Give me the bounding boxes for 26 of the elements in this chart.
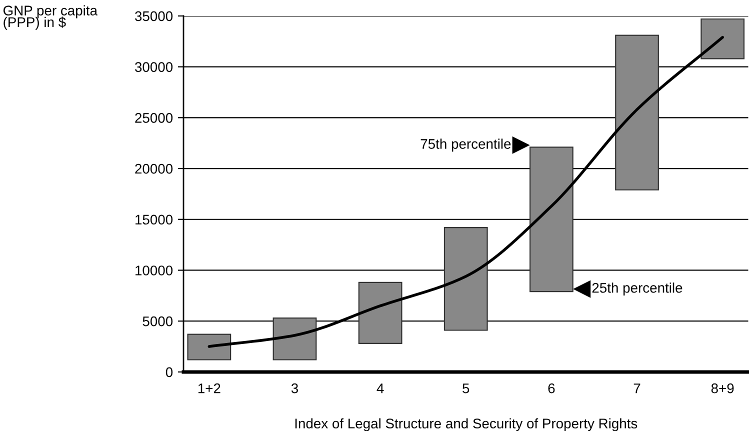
x-tick-label: 8+9 bbox=[711, 383, 734, 394]
bar bbox=[272, 317, 317, 360]
bar bbox=[530, 146, 574, 292]
x-tick-label: 7 bbox=[634, 384, 640, 394]
y-tick-label: 20000 bbox=[135, 164, 173, 174]
y-tick-label: 15000 bbox=[136, 214, 173, 225]
bar bbox=[444, 226, 488, 331]
annotation: 75th percentile bbox=[420, 138, 511, 152]
y-tick-label: 25000 bbox=[135, 112, 173, 123]
bar bbox=[700, 18, 745, 60]
bar bbox=[358, 282, 402, 344]
y-tick-label: 5000 bbox=[142, 316, 173, 326]
y-tick-label: 0 bbox=[166, 367, 173, 378]
x-tick-label: 6 bbox=[548, 383, 555, 394]
x-tick-label: 1+2 bbox=[198, 383, 220, 394]
x-tick-label: 5 bbox=[462, 384, 470, 394]
bar bbox=[615, 34, 659, 190]
x-axis-title: Index of Legal Structure and Security of Property Rights bbox=[295, 418, 638, 431]
x-tick-label: 3 bbox=[291, 383, 298, 394]
y-tick-label: 30000 bbox=[135, 62, 173, 72]
y-tick-label: 10000 bbox=[136, 266, 173, 276]
y-tick-label: 35000 bbox=[135, 11, 173, 22]
y-axis-title: GNP per capita (PPP) in $ bbox=[3, 5, 98, 30]
bar bbox=[187, 334, 232, 360]
annotation: 25th percentile bbox=[592, 282, 682, 296]
x-tick-label: 4 bbox=[376, 384, 384, 394]
